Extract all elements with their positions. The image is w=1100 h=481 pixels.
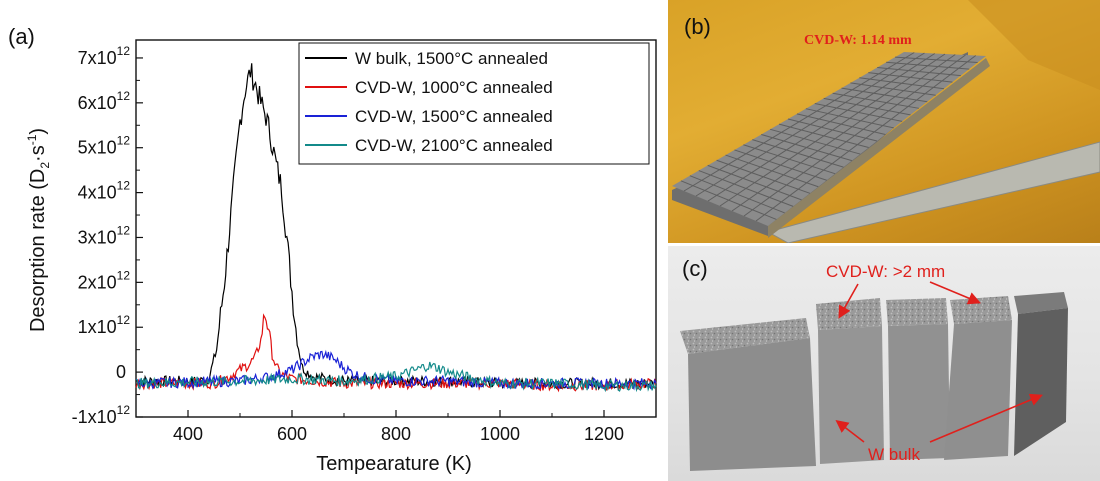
tile-illustration (672, 0, 1100, 243)
x-tick-label: 600 (277, 424, 307, 444)
blocks-illustration (680, 281, 1068, 471)
y-tick-label: 6x1012 (78, 89, 131, 113)
y-axis-title-main: Desorption rate (D (27, 169, 49, 332)
desorption-chart: (a) 400 600 800 1000 1200 -1x1012 0 1x1012 2x10… (8, 24, 657, 475)
tile-grid-line (743, 54, 966, 217)
y-axis-title-sub: 2 (38, 162, 52, 169)
block-1-top (680, 318, 810, 354)
photo-panel-c: (c) CVD-W: >2 mm W bulk (668, 246, 1100, 481)
legend-label-cvd-1500: CVD-W, 1500°C annealed (355, 107, 553, 126)
x-tick-label: 1200 (584, 424, 624, 444)
block-1-face (688, 338, 816, 471)
x-tick-label: 1000 (480, 424, 520, 444)
panel-label-a: (a) (8, 24, 35, 49)
tile-grid-line (755, 55, 977, 222)
y-axis-title: Desorption rate (D2·s-1) (25, 128, 52, 332)
tile-top (672, 52, 986, 226)
arrow-cvd-2 (929, 281, 981, 305)
tile-grid (680, 52, 978, 222)
y-tick-label: 5x1012 (78, 134, 131, 158)
block-4-face (944, 320, 1012, 460)
x-axis-ticks: 400 600 800 1000 1200 (135, 410, 657, 444)
block-2-top (816, 298, 882, 330)
panel-label-c: (c) (682, 256, 708, 281)
y-axis-title-sup: -1 (25, 134, 39, 145)
block-3-top (886, 298, 948, 326)
tile-grid-line (695, 52, 925, 197)
tile-grid-line (707, 53, 936, 202)
w-bulk-label: W bulk (868, 445, 920, 464)
block-4-top (950, 296, 1012, 324)
tile-bottom-edge (768, 58, 990, 238)
tile-grid-line (719, 53, 946, 207)
panel-label-b: (b) (684, 14, 711, 39)
arrow-bulk-1 (835, 420, 865, 443)
y-tick-label: 7x1012 (78, 44, 131, 68)
legend-box (298, 42, 650, 165)
y-axis-ticks: -1x1012 0 1x1012 2x1012 3x1012 4x1012 5x1012 6x… (72, 44, 143, 427)
legend-label-cvd-2100: CVD-W, 2100°C annealed (355, 136, 553, 155)
block-5-top (1014, 292, 1068, 314)
legend-label-cvd-1000: CVD-W, 1000°C annealed (355, 78, 553, 97)
cvd-w-thickness-label-b: CVD-W: 1.14 mm (804, 33, 912, 48)
y-tick-label: 4x1012 (78, 179, 131, 203)
block-5-face (1014, 308, 1068, 456)
y-tick-label: 1x1012 (78, 313, 131, 337)
y-tick-label: -1x1012 (72, 403, 131, 427)
cvd-w-thickness-label-c: CVD-W: >2 mm (826, 262, 946, 281)
arrow-bulk-2 (929, 393, 1043, 443)
series-line-3 (135, 361, 657, 393)
x-axis-title: Tempearature (K) (316, 453, 472, 475)
y-tick-label: 2x1012 (78, 268, 131, 292)
x-tick-label: 400 (173, 424, 203, 444)
y-tick-label: 3x1012 (78, 223, 131, 247)
block-2-face (818, 326, 884, 464)
tile-grid-line (731, 54, 956, 212)
arrow-cvd-1 (838, 283, 859, 319)
legend-label-w-bulk: W bulk, 1500°C annealed (355, 49, 548, 68)
tile-grid-line (683, 52, 915, 192)
y-tick-label: 0 (116, 362, 126, 382)
photo-panel-b: (b) CVD-W: 1.14 mm (668, 0, 1100, 243)
y-axis-title-unit: ·s (27, 145, 49, 162)
legend: W bulk, 1500°C annealed CVD-W, 1000°C an… (298, 42, 650, 165)
x-tick-label: 800 (381, 424, 411, 444)
series-line-0 (135, 63, 657, 391)
ruler (766, 141, 1100, 243)
fabric-fold (968, 0, 1100, 90)
y-axis-title-close: ) (27, 128, 49, 135)
series-lines (135, 63, 657, 393)
block-3-face (888, 324, 950, 460)
